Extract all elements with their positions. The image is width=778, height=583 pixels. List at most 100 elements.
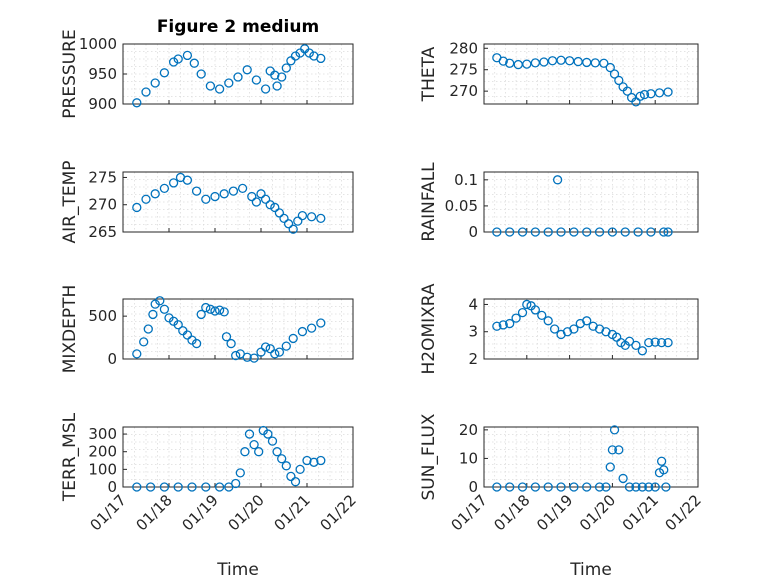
data-point	[201, 302, 211, 313]
data-point	[242, 352, 252, 362]
data-point	[517, 227, 528, 237]
data-point	[659, 227, 669, 237]
y-tick-label: 4	[468, 295, 478, 313]
y-axis-label: TERR_MSL	[60, 412, 80, 502]
data-point	[260, 342, 271, 352]
data-point	[265, 344, 275, 354]
data-point	[191, 338, 202, 349]
data-point	[605, 62, 615, 73]
data-point	[231, 478, 241, 489]
data-point	[505, 227, 515, 237]
data-point	[249, 439, 259, 450]
data-point	[279, 213, 289, 224]
data-point	[607, 227, 618, 237]
axes-box	[483, 43, 699, 105]
data-point	[205, 304, 216, 314]
data-point	[272, 447, 282, 457]
data-point	[620, 227, 630, 237]
data-point	[249, 353, 259, 363]
data-point	[543, 316, 553, 326]
data-point	[288, 333, 298, 344]
data-point	[663, 337, 673, 348]
data-point	[182, 50, 193, 61]
data-point	[260, 84, 271, 94]
data-point	[270, 70, 280, 80]
y-axis-label: SUN_FLUX	[419, 413, 439, 500]
y-tick-label: 0.1	[454, 171, 478, 189]
y-tick-label: 0	[107, 478, 117, 496]
data-point	[277, 72, 287, 82]
data-point	[219, 307, 229, 317]
data-point	[159, 304, 170, 314]
data-point	[189, 58, 199, 68]
data-point	[556, 482, 566, 492]
data-point	[304, 48, 314, 58]
x-tick-label: 01/21	[619, 491, 662, 534]
data-point	[656, 456, 667, 466]
y-axis-label: RAINFALL	[419, 162, 439, 242]
data-point	[281, 63, 291, 73]
x-tick-label: 01/22	[317, 491, 360, 534]
data-point	[293, 216, 303, 226]
y-axis-label: AIR_TEMP	[60, 161, 80, 244]
y-tick-label: 0	[468, 478, 478, 496]
data-point	[270, 349, 280, 359]
y-axis-label: THETA	[419, 46, 439, 102]
data-point	[637, 482, 648, 492]
data-point	[265, 200, 275, 210]
data-point	[251, 75, 262, 85]
y-tick-label: 2	[468, 350, 478, 368]
data-point	[614, 75, 624, 86]
data-point	[530, 482, 541, 492]
data-point	[214, 482, 225, 492]
data-point	[530, 227, 541, 237]
data-point	[316, 318, 326, 328]
data-point	[654, 88, 665, 98]
data-point	[637, 346, 648, 356]
data-point	[150, 78, 160, 88]
data-point	[132, 349, 142, 359]
data-point	[505, 58, 515, 68]
panel-h2omixra: 2 3 4 H2OMIXRA	[419, 283, 699, 375]
data-point	[663, 227, 673, 237]
data-point	[214, 84, 225, 94]
data-point	[530, 305, 541, 315]
data-point	[618, 473, 628, 484]
data-point	[196, 309, 206, 320]
data-point	[302, 455, 312, 466]
data-point	[656, 337, 667, 348]
data-point	[145, 482, 156, 492]
data-point	[295, 464, 305, 475]
y-tick-label: 0.05	[445, 197, 478, 215]
data-point	[277, 454, 287, 464]
data-point	[492, 227, 502, 237]
y-tick-label: 10	[459, 449, 478, 467]
data-point	[141, 194, 151, 204]
data-point	[639, 89, 650, 100]
data-point	[159, 183, 170, 194]
data-point	[267, 436, 278, 446]
data-point	[599, 58, 609, 68]
data-point	[661, 482, 671, 492]
data-point	[290, 51, 301, 61]
data-point	[297, 326, 308, 337]
x-tick-label: 01/20	[225, 491, 268, 534]
data-point	[173, 54, 183, 64]
data-point	[196, 69, 206, 79]
data-point	[141, 87, 151, 97]
panel-rainfall: 0 0.05 0.1 RAINFALL	[419, 162, 699, 242]
data-point	[182, 330, 193, 340]
data-point	[150, 189, 160, 199]
data-point	[286, 471, 296, 482]
x-tick-label: 01/18	[490, 491, 533, 534]
panel-theta: 270 275 280 THETA	[419, 39, 699, 107]
data-point	[281, 341, 291, 351]
y-axis-label: MIXDEPTH	[60, 285, 80, 374]
data-point	[235, 468, 245, 478]
data-point	[663, 87, 673, 97]
y-axis-label: PRESSURE	[60, 29, 80, 118]
y-tick-label: 280	[449, 39, 478, 57]
data-point	[582, 57, 592, 68]
data-point	[173, 482, 183, 492]
